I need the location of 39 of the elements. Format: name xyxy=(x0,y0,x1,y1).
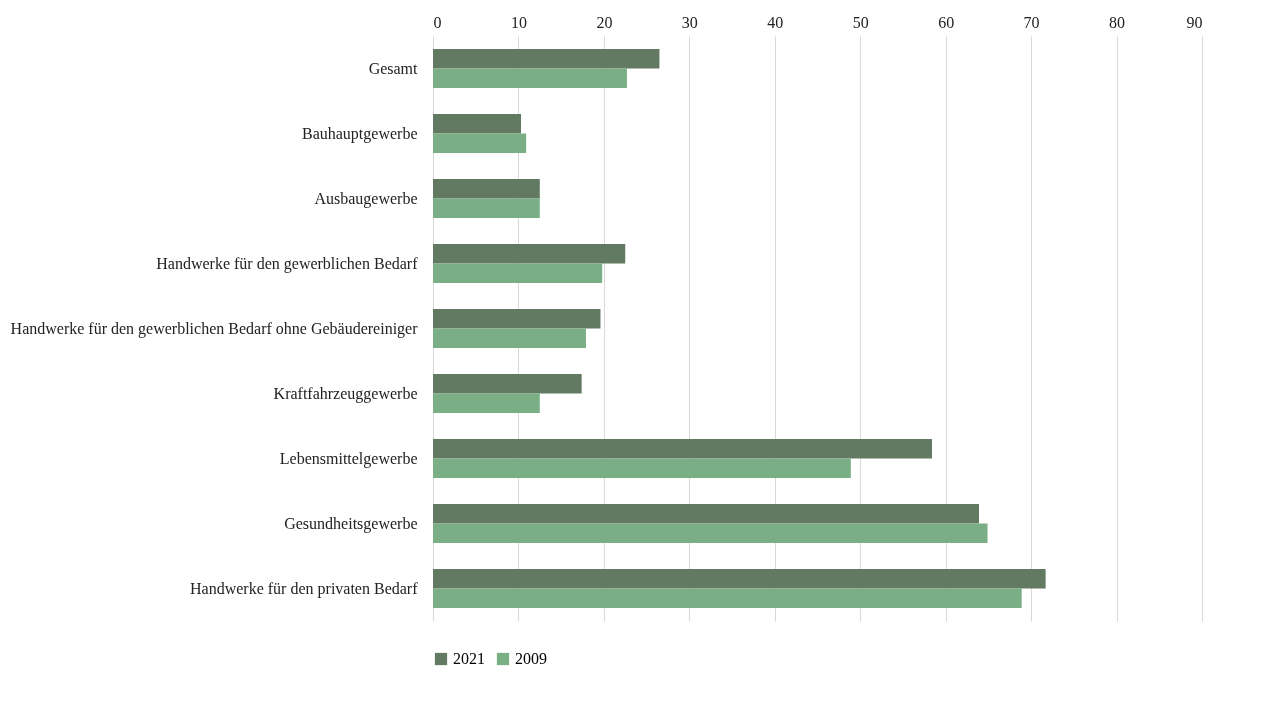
x-tick-label: 0 xyxy=(433,13,442,31)
bar xyxy=(433,393,540,413)
y-tick-label: Handwerke für den privaten Bedarf xyxy=(190,579,419,598)
bar xyxy=(433,374,582,394)
bar xyxy=(433,439,932,459)
y-tick-label: Handwerke für den gewerblichen Bedarf ohne Gebäudereiniger xyxy=(10,319,419,338)
x-tick-label: 80 xyxy=(1109,13,1126,31)
x-tick-label: 20 xyxy=(596,13,613,31)
x-tick-label: 50 xyxy=(852,13,869,31)
bar xyxy=(433,569,1046,589)
y-tick-label: Handwerke für den gewerblichen Bedarf xyxy=(156,254,419,273)
legend-label: 2021 xyxy=(453,650,485,667)
x-tick-label: 10 xyxy=(510,13,527,31)
y-tick-label: Kraftfahrzeuggewerbe xyxy=(273,384,418,403)
bar xyxy=(433,114,522,134)
bar xyxy=(433,133,527,153)
y-tick-label: Gesamt xyxy=(368,59,419,77)
x-tick-label: 40 xyxy=(767,13,784,31)
x-tick-label: 90 xyxy=(1186,13,1203,31)
bar xyxy=(433,263,603,283)
bar xyxy=(433,49,660,69)
y-tick-label: Ausbaugewerbe xyxy=(314,189,418,208)
bar xyxy=(433,504,979,524)
bar xyxy=(433,309,601,329)
bar xyxy=(433,244,626,264)
y-tick-label: Lebensmittelgewerbe xyxy=(279,449,418,468)
x-tick-label: 60 xyxy=(938,13,955,31)
x-tick-label: 70 xyxy=(1023,13,1040,31)
y-tick-label: Bauhauptgewerbe xyxy=(301,124,418,143)
y-tick-label: Gesundheitsgewerbe xyxy=(284,514,418,533)
x-tick-label: 30 xyxy=(681,13,698,31)
bar xyxy=(433,68,627,88)
bar xyxy=(433,179,540,199)
bar xyxy=(433,588,1022,608)
legend-label: 2009 xyxy=(515,650,547,667)
bar xyxy=(433,523,988,543)
bar xyxy=(433,328,586,348)
bar xyxy=(433,198,540,218)
bar xyxy=(433,458,851,478)
